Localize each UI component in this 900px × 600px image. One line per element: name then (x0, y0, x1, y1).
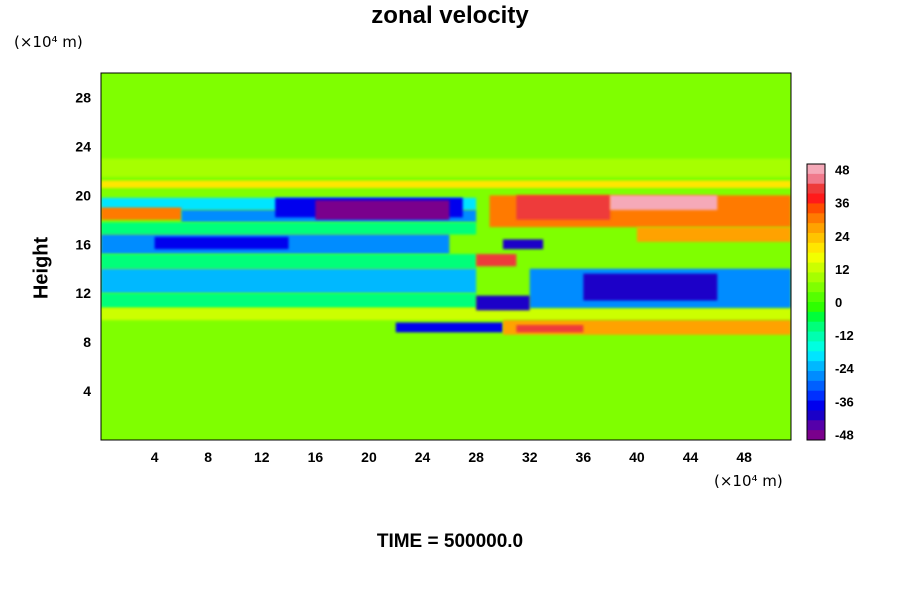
colorbar-tick-label: 24 (835, 229, 850, 244)
heatmap-region (476, 254, 517, 267)
heatmap-region (636, 227, 791, 242)
colorbar-swatch (807, 430, 825, 441)
colorbar-swatch (807, 262, 825, 273)
x-tick-label: 20 (361, 449, 377, 465)
y-tick-label: 4 (83, 383, 91, 399)
plot-frame (100, 72, 792, 441)
colorbar-swatch (807, 292, 825, 303)
colorbar-swatch (807, 282, 825, 293)
colorbar-swatch (807, 193, 825, 204)
y-axis-ticks: 4 8 12 16 20 24 28 (75, 89, 91, 399)
x-tick-label: 4 (151, 449, 159, 465)
x-tick-label: 8 (204, 449, 212, 465)
y-tick-label: 16 (75, 236, 91, 252)
colorbar-swatch (807, 371, 825, 382)
heatmap-region (516, 195, 611, 220)
x-tick-label: 40 (629, 449, 645, 465)
heatmap-region (583, 273, 718, 301)
x-tick-label: 44 (683, 449, 699, 465)
heatmap-region (101, 180, 791, 188)
colorbar-swatch (807, 380, 825, 392)
colorbar-tick-label: -36 (835, 394, 854, 409)
y-tick-label: 20 (75, 187, 91, 203)
y-tick-label: 8 (83, 334, 91, 350)
x-tick-label: 12 (254, 449, 270, 465)
heatmap-region (101, 307, 791, 321)
colorbar-swatch (807, 203, 825, 214)
colorbar-swatch (807, 420, 825, 431)
heatmap-region (101, 293, 477, 308)
heatmap-region (101, 207, 182, 220)
colorbar-swatch (807, 311, 825, 323)
colorbar-swatch (807, 321, 825, 333)
heatmap-region (476, 295, 530, 311)
x-tick-label: 48 (736, 449, 752, 465)
heatmap-region (101, 158, 791, 177)
colorbar-swatch (807, 361, 825, 372)
colorbar-tick-label: 12 (835, 262, 849, 277)
colorbar-swatch (807, 331, 825, 342)
heatmap-region (101, 222, 477, 235)
colorbar-swatch (807, 173, 825, 185)
colorbar: 48 36 24 12 0 -12 -24 -36 -48 (806, 163, 855, 442)
colorbar-swatch (807, 351, 825, 362)
x-axis-unit: (×10⁴ m) (714, 472, 783, 490)
colorbar-tick-label: 0 (835, 295, 842, 310)
x-tick-label: 16 (308, 449, 324, 465)
colorbar-tick-label: 36 (835, 196, 849, 211)
heatmap-region (154, 236, 289, 250)
heatmap-region (395, 322, 503, 333)
heatmap-region (516, 325, 584, 333)
x-tick-label: 36 (576, 449, 592, 465)
colorbar-swatch (807, 272, 825, 283)
y-tick-label: 12 (75, 285, 91, 301)
heatmap-region (101, 268, 477, 294)
plot-area (101, 73, 791, 440)
heatmap-region (610, 195, 718, 211)
x-tick-label: 28 (468, 449, 484, 465)
colorbar-swatch (807, 400, 825, 411)
colorbar-swatch (807, 223, 825, 234)
heatmap-region (502, 239, 544, 250)
colorbar-swatch (807, 213, 825, 224)
colorbar-swatch (807, 164, 825, 175)
x-axis-ticks: 4 8 12 16 20 24 28 32 36 40 44 48 (151, 449, 752, 465)
colorbar-tick-label: 48 (835, 163, 849, 178)
colorbar-frame (806, 163, 826, 441)
colorbar-swatch (807, 242, 825, 254)
y-tick-label: 24 (75, 138, 91, 154)
colorbar-tick-label: -12 (835, 328, 854, 343)
colorbar-tick-label: -48 (835, 427, 854, 442)
colorbar-swatch (807, 390, 825, 402)
heatmap-region (315, 200, 450, 220)
chart-title: zonal velocity (371, 2, 529, 29)
colorbar-swatch (807, 183, 825, 195)
colorbar-swatch (807, 252, 825, 264)
x-tick-label: 32 (522, 449, 538, 465)
x-tick-label: 24 (415, 449, 431, 465)
colorbar-swatch (807, 302, 825, 313)
colorbar-swatch (807, 233, 825, 244)
colorbar-swatch (807, 341, 825, 352)
y-tick-label: 28 (75, 89, 91, 105)
colorbar-swatch (807, 410, 825, 421)
y-axis-unit: (×10⁴ m) (14, 33, 83, 51)
colorbar-tick-label: -24 (835, 361, 855, 376)
heatmap-region (101, 254, 477, 269)
time-label: TIME = 500000.0 (376, 531, 524, 552)
